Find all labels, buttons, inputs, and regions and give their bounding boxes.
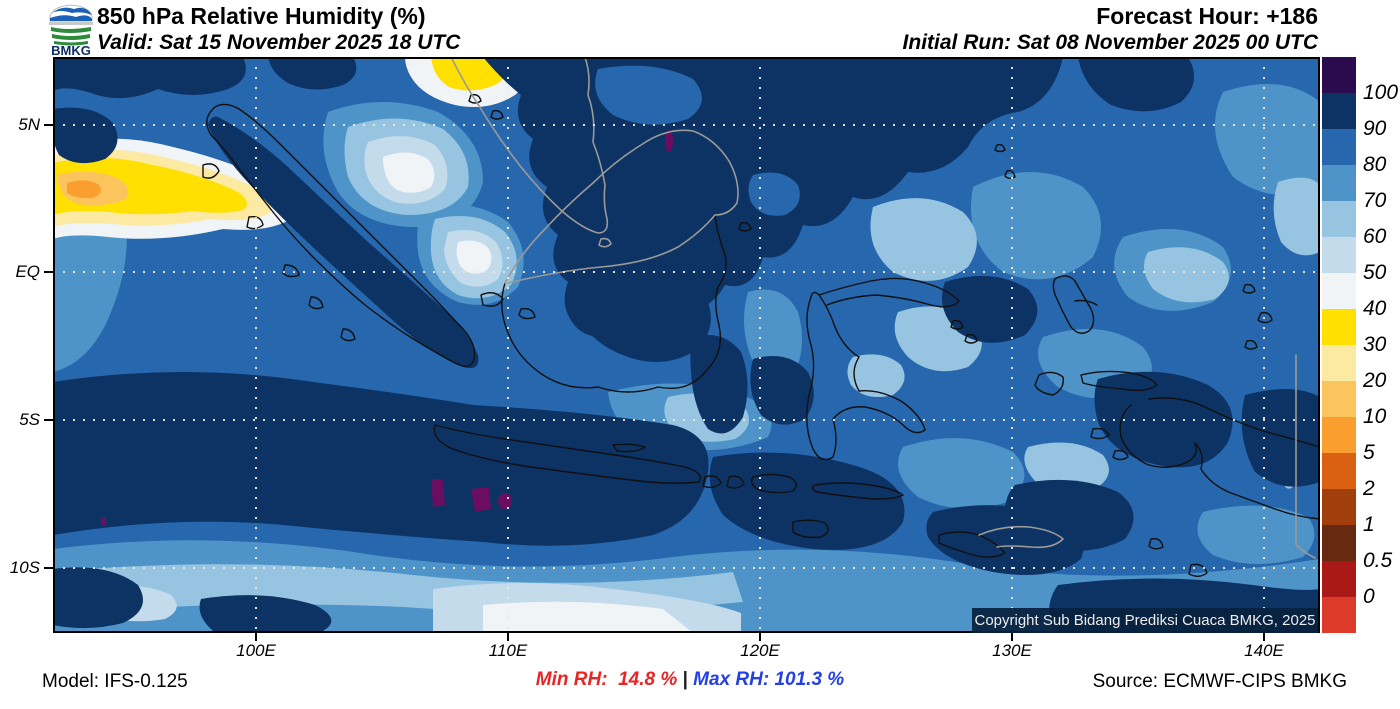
min-max-separator: | xyxy=(682,669,688,690)
colorbar-swatch xyxy=(1322,309,1356,345)
x-tick xyxy=(1011,633,1013,641)
initial-run-label: Initial Run: Sat 08 November 2025 00 UTC xyxy=(902,31,1318,54)
x-tick-label: 140E xyxy=(1244,641,1284,660)
colorbar-label: 70 xyxy=(1363,189,1387,212)
valid-time-label: Valid: Sat 15 November 2025 18 UTC xyxy=(97,31,461,54)
x-tick xyxy=(759,633,761,641)
min-max-rh: Min RH: 14.8 % | Max RH: 101.3 % xyxy=(430,669,950,691)
colorbar-label: 60 xyxy=(1363,225,1387,248)
y-tick-label: EQ xyxy=(15,262,40,281)
colorbar-label: 80 xyxy=(1363,153,1387,176)
page-title: 850 hPa Relative Humidity (%) xyxy=(97,3,426,29)
colorbar-label: 0 xyxy=(1363,585,1375,608)
colorbar-swatch xyxy=(1322,345,1356,381)
humidity-fill-layer xyxy=(53,57,1320,633)
colorbar-swatch xyxy=(1322,129,1356,165)
x-tick-label: 100E xyxy=(236,641,276,660)
coastlines-neighbours xyxy=(450,57,1316,559)
colorbar-swatch xyxy=(1322,453,1356,489)
model-label: Model: IFS-0.125 xyxy=(42,671,188,692)
colorbar-swatch xyxy=(1322,57,1356,93)
colorbar-swatch xyxy=(1322,201,1356,237)
y-tick xyxy=(44,567,53,569)
colorbar-label: 0.5 xyxy=(1363,549,1393,572)
coastlines-indonesia xyxy=(202,93,1320,577)
colorbar-label: 90 xyxy=(1363,117,1387,140)
min-rh-value: Min RH: 14.8 % xyxy=(535,669,678,690)
bmkg-logo-text: BMKG xyxy=(51,43,91,57)
colorbar-swatch xyxy=(1322,165,1356,201)
y-tick xyxy=(44,124,53,126)
colorbar-swatch xyxy=(1322,273,1356,309)
x-tick-label: 130E xyxy=(992,641,1032,660)
bmkg-logo: BMKG xyxy=(49,4,93,57)
colorbar-label: 2 xyxy=(1363,477,1375,500)
source-label: Source: ECMWF-CIPS BMKG xyxy=(1092,671,1347,692)
colorbar-label: 1 xyxy=(1363,513,1375,536)
humidity-field-map xyxy=(53,57,1320,633)
copyright-notice: Copyright Sub Bidang Prediksi Cuaca BMKG… xyxy=(972,608,1318,633)
colorbar-swatch xyxy=(1322,93,1356,129)
colorbar-label: 40 xyxy=(1363,297,1387,320)
x-tick-label: 110E xyxy=(488,641,528,660)
y-tick xyxy=(44,419,53,421)
colorbar-label: 10 xyxy=(1363,405,1387,428)
y-tick xyxy=(44,271,53,273)
colorbar-swatch xyxy=(1322,489,1356,525)
y-tick-label: 10S xyxy=(9,558,40,577)
colorbar-swatch xyxy=(1322,525,1356,561)
colorbar-label: 20 xyxy=(1363,369,1387,392)
x-tick xyxy=(255,633,257,641)
colorbar-swatch xyxy=(1322,381,1356,417)
x-tick xyxy=(1263,633,1265,641)
colorbar-label: 5 xyxy=(1363,441,1375,464)
colorbar-swatch xyxy=(1322,597,1356,633)
colorbar xyxy=(1322,57,1356,633)
colorbar-swatch xyxy=(1322,561,1356,597)
colorbar-swatch xyxy=(1322,237,1356,273)
plot-border xyxy=(53,57,1320,633)
colorbar-swatch xyxy=(1322,417,1356,453)
x-tick-label: 120E xyxy=(740,641,780,660)
max-rh-value: Max RH: 101.3 % xyxy=(693,669,845,690)
bmkg-logo-mark xyxy=(49,4,93,46)
x-tick xyxy=(507,633,509,641)
colorbar-label: 100 xyxy=(1363,81,1399,104)
y-tick-label: 5N xyxy=(18,115,40,134)
colorbar-label: 30 xyxy=(1363,333,1387,356)
y-tick-label: 5S xyxy=(19,410,40,429)
forecast-hour-label: Forecast Hour: +186 xyxy=(1096,3,1318,29)
colorbar-label: 50 xyxy=(1363,261,1387,284)
